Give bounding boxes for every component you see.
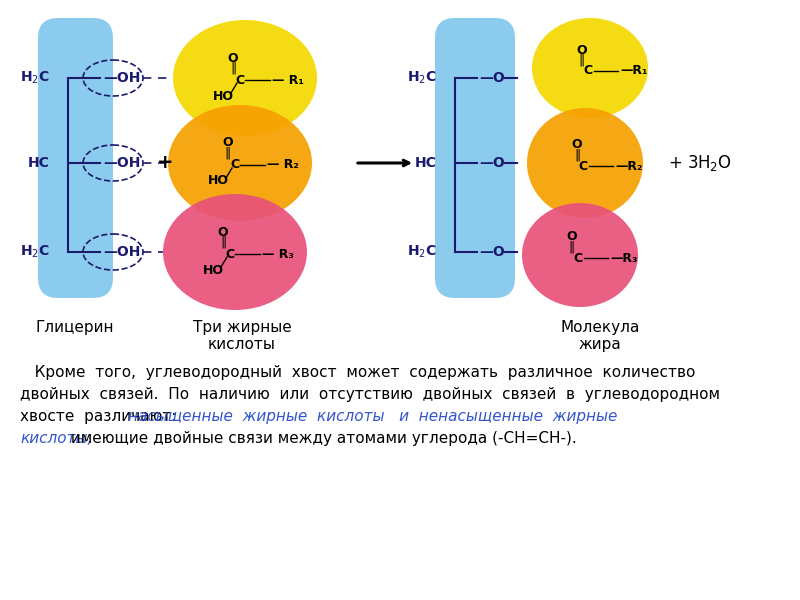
Text: HO: HO: [213, 89, 234, 103]
Text: H$_2$C: H$_2$C: [20, 70, 50, 86]
Text: H$_2$C: H$_2$C: [407, 244, 437, 260]
Text: O: O: [572, 139, 582, 151]
Text: —R₁: —R₁: [620, 64, 647, 77]
Text: O: O: [218, 226, 228, 238]
Ellipse shape: [163, 194, 307, 310]
Text: H$_2$C: H$_2$C: [20, 244, 50, 260]
Text: — R₃: — R₃: [262, 247, 294, 260]
FancyBboxPatch shape: [38, 18, 113, 298]
Text: Глицерин: Глицерин: [36, 320, 114, 335]
Ellipse shape: [522, 203, 638, 307]
Text: —OH: —OH: [103, 245, 140, 259]
Ellipse shape: [173, 20, 317, 136]
Text: +: +: [157, 154, 174, 173]
Text: —R₂: —R₂: [615, 160, 642, 173]
Text: O: O: [577, 43, 587, 56]
Text: двойных  связей.  По  наличию  или  отсутствию  двойных  связей  в  углеводородн: двойных связей. По наличию или отсутстви…: [20, 387, 720, 402]
Text: HO: HO: [207, 175, 229, 187]
Text: —R₃: —R₃: [610, 251, 638, 265]
Text: C: C: [235, 73, 245, 86]
Text: кислоты,: кислоты,: [20, 431, 92, 446]
Text: HO: HO: [202, 263, 223, 277]
Text: C: C: [583, 64, 593, 77]
Text: ‖: ‖: [220, 235, 226, 248]
Ellipse shape: [168, 105, 312, 221]
Text: — R₂: — R₂: [267, 158, 298, 172]
Text: C: C: [226, 247, 234, 260]
Text: ‖: ‖: [574, 148, 580, 161]
Text: O: O: [228, 52, 238, 64]
Ellipse shape: [532, 18, 648, 118]
Text: ‖: ‖: [579, 53, 585, 67]
Text: —OH: —OH: [103, 156, 140, 170]
Text: C: C: [230, 158, 239, 172]
Text: — R₁: — R₁: [272, 73, 304, 86]
Text: —O—: —O—: [479, 245, 518, 259]
Text: O: O: [566, 230, 578, 244]
Text: O: O: [222, 136, 234, 149]
Text: ‖: ‖: [225, 146, 231, 160]
Text: HC: HC: [28, 156, 50, 170]
Text: C: C: [574, 251, 582, 265]
Text: ‖: ‖: [230, 61, 236, 74]
Text: H$_2$C: H$_2$C: [407, 70, 437, 86]
Text: —O—: —O—: [479, 156, 518, 170]
Text: Молекула
жира: Молекула жира: [560, 320, 640, 352]
Text: HC: HC: [415, 156, 437, 170]
Text: Три жирные
кислоты: Три жирные кислоты: [193, 320, 291, 352]
FancyBboxPatch shape: [435, 18, 515, 298]
Text: имеющие двойные связи между атомами углерода (-СН=СН-).: имеющие двойные связи между атомами угле…: [66, 431, 576, 446]
Ellipse shape: [527, 108, 643, 218]
Text: —O—: —O—: [479, 71, 518, 85]
Text: —OH: —OH: [103, 71, 140, 85]
Text: Кроме  того,  углеводородный  хвост  может  содержать  различное  количество: Кроме того, углеводородный хвост может с…: [20, 365, 695, 380]
Text: C: C: [578, 160, 587, 173]
Text: насыщенные  жирные  кислоты   и  ненасыщенные  жирные: насыщенные жирные кислоты и ненасыщенные…: [128, 409, 618, 424]
Text: + 3H$_2$O: + 3H$_2$O: [668, 153, 732, 173]
Text: хвосте  различают:: хвосте различают:: [20, 409, 182, 424]
Text: ‖: ‖: [569, 241, 575, 253]
